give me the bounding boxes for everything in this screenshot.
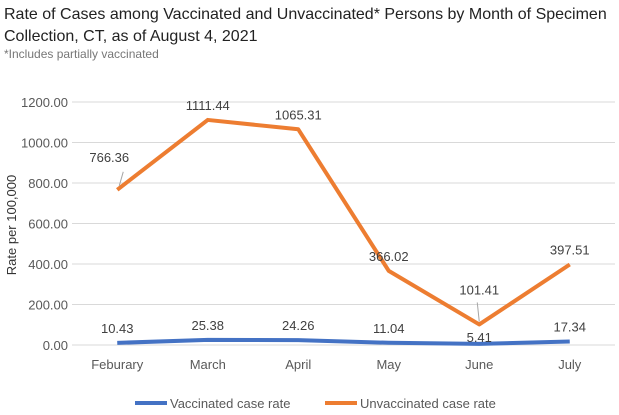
series-line-unvaccinated (116, 117, 571, 327)
data-label: 24.26 (282, 318, 315, 333)
data-label: 366.02 (369, 249, 409, 264)
x-tick-label: July (558, 357, 582, 372)
x-tick-label: May (376, 357, 401, 372)
y-tick-label: 0.00 (43, 338, 68, 353)
data-label: 1111.44 (186, 98, 230, 113)
x-tick-label: April (285, 357, 311, 372)
chart-subtitle: *Includes partially vaccinated (4, 47, 159, 61)
data-label: 1065.31 (275, 107, 322, 122)
y-tick-label: 1200.00 (21, 95, 68, 110)
y-tick-label: 200.00 (28, 298, 68, 313)
legend-label: Unvaccinated case rate (360, 396, 496, 411)
data-label: 5.41 (467, 330, 492, 345)
data-label: 397.51 (550, 243, 590, 258)
y-tick-label: 400.00 (28, 257, 68, 272)
y-tick-label: 1000.00 (21, 136, 68, 151)
y-tick-label: 800.00 (28, 176, 68, 191)
leader-line (118, 171, 124, 186)
legend-label: Vaccinated case rate (170, 396, 290, 411)
x-tick-label: Feburary (91, 357, 144, 372)
leader-line (476, 302, 480, 322)
y-tick-label: 600.00 (28, 217, 68, 232)
x-tick-label: June (465, 357, 493, 372)
chart-title: Rate of Cases among Vaccinated and Unvac… (4, 6, 607, 45)
data-label: 25.38 (191, 318, 224, 333)
data-label: 11.04 (373, 321, 405, 336)
data-label: 10.43 (101, 321, 134, 336)
data-label: 766.36 (89, 150, 129, 165)
series-line-vaccinated (117, 337, 570, 346)
data-label: 17.34 (553, 319, 586, 334)
data-label: 101.41 (459, 282, 499, 297)
x-tick-label: March (190, 357, 226, 372)
y-axis-label: Rate per 100,000 (4, 175, 19, 275)
